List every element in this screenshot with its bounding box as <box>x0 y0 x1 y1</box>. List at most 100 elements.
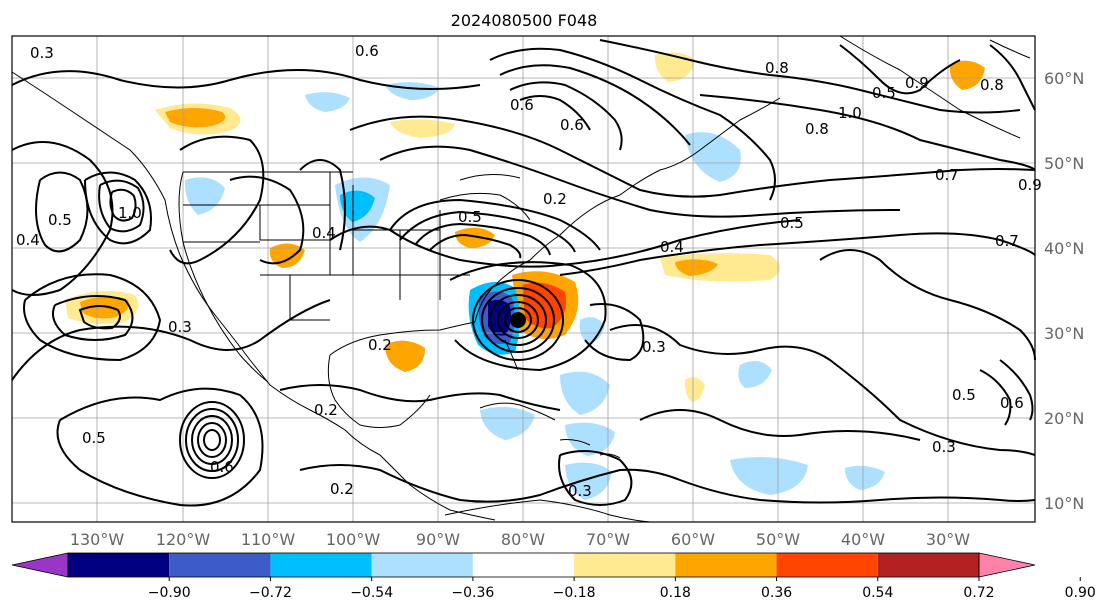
contour-label: 0.2 <box>368 336 392 354</box>
positive-anomaly-region <box>675 259 718 276</box>
contour-label: 0.5 <box>872 84 896 102</box>
contour-label: 0.9 <box>1018 176 1042 194</box>
contour-label: 0.5 <box>82 429 106 447</box>
colorbar-tick-label: −0.90 <box>148 585 191 601</box>
colorbar-tick-label: 0.18 <box>660 585 691 601</box>
colorbar-tick-label: −0.72 <box>249 585 292 601</box>
map-title: 2024080500 F048 <box>451 11 598 30</box>
negative-anomaly-region <box>845 465 885 490</box>
longitude-tick-label: 120°W <box>156 530 211 549</box>
contour-label: 0.6 <box>210 458 234 476</box>
contour-label: 0.5 <box>458 208 482 226</box>
contour-label-group: 0.3 0.6 0.8 0.8 0.5 0.9 1.0 0.8 0.6 0.6 … <box>16 42 1042 500</box>
colorbar: −0.90 −0.72 −0.54 −0.36 −0.18 0.18 0.36 0.54 0.7… <box>11 552 1096 601</box>
contour-label: 0.8 <box>805 120 829 138</box>
positive-anomaly-region <box>522 282 567 329</box>
colorbar-segment <box>776 553 878 577</box>
contour-label: 0.6 <box>510 96 534 114</box>
latitude-tick-label: 40°N <box>1044 239 1084 258</box>
graticule <box>12 36 1035 522</box>
latitude-tick-label: 50°N <box>1044 154 1084 173</box>
negative-anomaly-region <box>305 92 350 112</box>
longitude-tick-label: 80°W <box>501 530 545 549</box>
longitude-tick-label: 70°W <box>586 530 630 549</box>
negative-anomaly-region <box>730 456 808 495</box>
positive-anomaly-region <box>684 376 705 402</box>
longitude-tick-label: 50°W <box>756 530 800 549</box>
contour-label: 0.3 <box>568 482 592 500</box>
colorbar-segment <box>68 553 170 577</box>
colorbar-segment <box>270 553 372 577</box>
colorbar-frame <box>67 552 980 578</box>
colorbar-segment <box>675 553 777 577</box>
negative-anomaly-region <box>560 371 610 415</box>
colorbar-tick-label: 0.36 <box>761 585 792 601</box>
negative-anomaly-region <box>738 361 772 388</box>
latitude-tick-label: 30°N <box>1044 324 1084 343</box>
contour-label: 0.6 <box>355 42 379 60</box>
latitude-tick-label: 20°N <box>1044 409 1084 428</box>
colorbar-segment <box>371 553 473 577</box>
contour-label: 0.8 <box>765 59 789 77</box>
latitude-axis: 60°N 50°N 40°N 30°N 20°N 10°N <box>1044 69 1084 513</box>
positive-anomaly-region <box>455 227 495 248</box>
negative-anomaly-region <box>565 422 615 456</box>
contour-label: 0.2 <box>543 190 567 208</box>
shaded-anomaly-regions <box>65 52 985 500</box>
negative-anomaly-region <box>184 177 225 215</box>
colorbar-tick-label: 0.90 <box>1065 585 1096 601</box>
longitude-tick-label: 90°W <box>416 530 460 549</box>
colorbar-tick-label: −0.54 <box>350 585 393 601</box>
negative-anomaly-region <box>579 317 605 344</box>
longitude-tick-label: 130°W <box>70 530 125 549</box>
positive-anomaly-region <box>165 108 226 128</box>
contour-lines <box>11 39 1036 507</box>
contour-label: 0.6 <box>1000 394 1024 412</box>
contour-label: 0.5 <box>780 214 804 232</box>
colorbar-segment <box>169 553 271 577</box>
latitude-tick-label: 10°N <box>1044 494 1084 513</box>
longitude-tick-label: 100°W <box>326 530 381 549</box>
contour-label: 0.3 <box>168 318 192 336</box>
contour-label: 0.2 <box>314 401 338 419</box>
contour-label: 0.7 <box>935 166 959 184</box>
colorbar-segment <box>472 553 575 577</box>
colorbar-segment <box>574 553 676 577</box>
contour-label: 0.9 <box>905 74 929 92</box>
contour-label: 0.4 <box>16 231 40 249</box>
positive-anomaly-region <box>949 60 985 90</box>
colorbar-tick-label: −0.18 <box>553 585 596 601</box>
longitude-tick-label: 30°W <box>926 530 970 549</box>
contour-label: 0.4 <box>312 224 336 242</box>
contour-label: 0.2 <box>330 480 354 498</box>
positive-anomaly-region <box>80 296 129 319</box>
colorbar-extend-low <box>11 552 69 578</box>
colorbar-extend-high <box>978 552 1036 578</box>
contour-label: 0.5 <box>952 386 976 404</box>
colorbar-tick-label: 0.54 <box>862 585 893 601</box>
contour-label: 0.3 <box>932 438 956 456</box>
contour-label: 1.0 <box>838 104 862 122</box>
coastlines <box>11 35 1031 523</box>
colorbar-segment <box>877 553 979 577</box>
contour-label: 0.4 <box>660 238 684 256</box>
contour-label: 0.8 <box>980 76 1004 94</box>
contour-label: 0.7 <box>995 232 1019 250</box>
contour-label: 0.3 <box>642 338 666 356</box>
negative-anomaly-region <box>340 190 375 222</box>
colorbar-tick-label: 0.72 <box>963 585 994 601</box>
map-frame: 0.3 0.6 0.8 0.8 0.5 0.9 1.0 0.8 0.6 0.6 … <box>11 35 1042 523</box>
contour-label: 0.6 <box>560 116 584 134</box>
contour-label: 0.5 <box>48 211 72 229</box>
contour-label: 0.3 <box>30 44 54 62</box>
longitude-axis: 130°W 120°W 110°W 100°W 90°W 80°W 70°W 6… <box>70 530 970 549</box>
negative-anomaly-region <box>480 406 535 440</box>
latitude-tick-label: 60°N <box>1044 69 1084 88</box>
colorbar-tick-label: −0.36 <box>451 585 494 601</box>
negative-anomaly-region <box>565 462 612 500</box>
positive-anomaly-region <box>385 340 425 372</box>
contour-label: 1.0 <box>118 204 142 222</box>
positive-anomaly-region <box>654 52 695 82</box>
longitude-tick-label: 110°W <box>241 530 296 549</box>
